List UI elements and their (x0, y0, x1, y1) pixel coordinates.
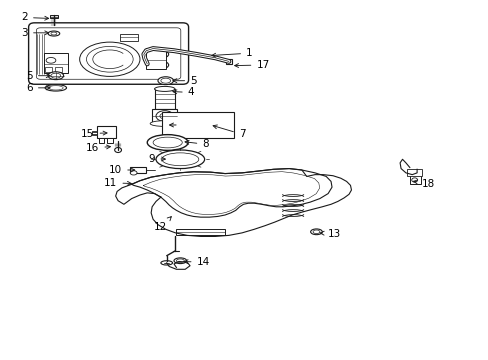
Ellipse shape (161, 261, 172, 265)
Ellipse shape (174, 258, 186, 264)
Text: 8: 8 (184, 139, 208, 149)
Text: 14: 14 (183, 257, 209, 267)
Ellipse shape (161, 78, 170, 83)
Bar (45, 67, 52, 72)
Bar (50, 15, 58, 18)
Bar (44, 53, 67, 73)
Text: 6: 6 (26, 83, 50, 93)
Text: 11: 11 (104, 178, 131, 188)
Text: 9: 9 (148, 154, 165, 163)
Ellipse shape (158, 77, 173, 85)
Text: 18: 18 (413, 179, 434, 189)
Ellipse shape (115, 148, 121, 153)
Ellipse shape (158, 63, 166, 67)
Ellipse shape (154, 86, 175, 91)
Ellipse shape (48, 86, 63, 90)
Ellipse shape (156, 51, 168, 58)
Ellipse shape (162, 153, 199, 166)
Ellipse shape (46, 58, 56, 63)
Bar (97, 126, 116, 138)
Text: 16: 16 (86, 143, 110, 153)
Ellipse shape (310, 229, 322, 235)
Ellipse shape (48, 72, 63, 80)
Text: 17: 17 (234, 60, 269, 70)
Text: 10: 10 (109, 165, 134, 175)
Bar (409, 173, 420, 184)
Ellipse shape (150, 121, 179, 126)
Bar (119, 33, 138, 41)
Ellipse shape (51, 32, 57, 35)
Ellipse shape (161, 89, 170, 94)
Bar (162, 112, 233, 138)
FancyBboxPatch shape (36, 28, 181, 79)
Ellipse shape (45, 85, 66, 91)
Text: 4: 4 (173, 87, 194, 98)
FancyBboxPatch shape (29, 23, 188, 84)
Text: 7: 7 (213, 125, 245, 139)
Text: 5: 5 (173, 76, 196, 86)
Ellipse shape (158, 52, 166, 57)
Bar (107, 138, 113, 143)
Bar (225, 59, 231, 64)
Ellipse shape (158, 87, 173, 95)
Ellipse shape (156, 111, 173, 121)
Ellipse shape (51, 73, 61, 78)
Text: 15: 15 (81, 129, 107, 139)
Ellipse shape (160, 113, 169, 119)
Ellipse shape (156, 62, 168, 68)
Bar (130, 167, 145, 173)
Ellipse shape (48, 31, 60, 36)
Ellipse shape (147, 135, 188, 150)
Text: 5: 5 (26, 71, 50, 81)
Ellipse shape (80, 42, 140, 76)
Bar (407, 169, 421, 176)
Ellipse shape (156, 150, 204, 168)
Text: 1: 1 (211, 48, 252, 58)
Bar (92, 131, 97, 135)
Ellipse shape (86, 46, 133, 72)
Ellipse shape (153, 137, 182, 148)
Bar (152, 109, 177, 123)
Text: 13: 13 (320, 229, 340, 239)
Text: 2: 2 (21, 13, 49, 22)
Ellipse shape (411, 178, 417, 182)
Text: 3: 3 (21, 28, 49, 38)
Bar (154, 89, 175, 109)
Ellipse shape (176, 259, 184, 262)
Bar (55, 67, 62, 72)
Ellipse shape (312, 230, 319, 234)
Text: 12: 12 (154, 217, 171, 232)
Bar (99, 138, 104, 143)
Bar (146, 48, 165, 69)
Ellipse shape (130, 171, 137, 175)
Bar (176, 229, 224, 235)
